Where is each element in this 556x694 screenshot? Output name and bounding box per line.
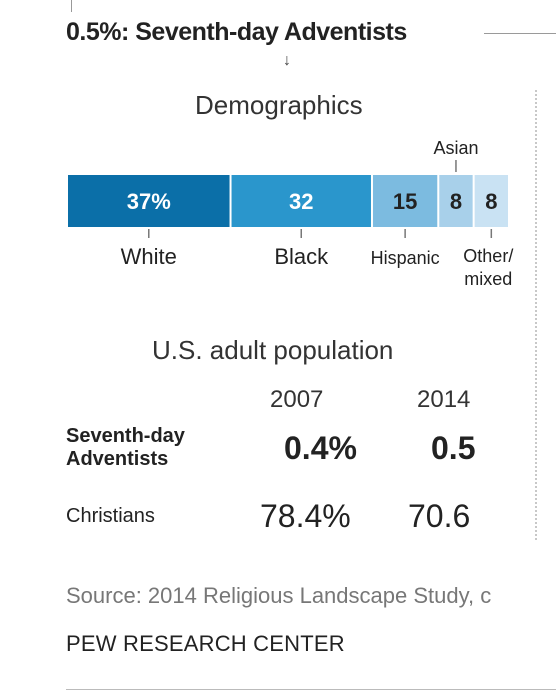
- category-label: Asian: [433, 138, 478, 158]
- top-tick: [71, 0, 72, 12]
- chart-header-title: 0.5%: Seventh-day Adventists: [66, 18, 407, 46]
- year-2014-header: 2014: [417, 386, 471, 413]
- bottom-rule: [66, 689, 556, 690]
- demographics-title: Demographics: [195, 90, 363, 120]
- bar-segment-black: [231, 175, 371, 227]
- bar-value-label: 15: [393, 189, 417, 214]
- org-name: PEW RESEARCH CENTER: [66, 631, 345, 656]
- bar-value-label: 8: [450, 189, 462, 214]
- category-label: Hispanic: [371, 248, 440, 268]
- bar-segment-other-mixed: [474, 175, 508, 227]
- category-label: Black: [274, 244, 329, 269]
- category-label: mixed: [464, 269, 512, 289]
- down-arrow-icon: ↓: [283, 52, 291, 69]
- bar-value-label: 32: [289, 189, 313, 214]
- christians-2014-value: 70.6: [408, 498, 471, 534]
- category-label: White: [121, 244, 177, 269]
- divider: [535, 90, 537, 540]
- category-label: Other/: [463, 246, 513, 266]
- demographics-stacked-bar-chart: 37% 32 15 8 8 White Black Hispanic Asian Other/m…: [68, 138, 513, 289]
- population-title: U.S. adult population: [152, 335, 394, 365]
- year-2007-header: 2007: [270, 386, 324, 413]
- row-label-line1: Seventh-day: [66, 425, 185, 447]
- bar-value-label: 37%: [127, 189, 171, 214]
- header-rule: [484, 33, 556, 34]
- bar-segment-asian: [439, 175, 473, 227]
- row-label-adventists: Seventh-day Adventists: [66, 425, 185, 471]
- adventists-2007-value: 0.4%: [284, 430, 357, 466]
- christians-2007-value: 78.4%: [260, 498, 351, 534]
- row-label-line2: Adventists: [66, 448, 169, 470]
- bar-segment-white: [68, 175, 230, 227]
- bar-segment-hispanic: [372, 175, 438, 227]
- adventists-2014-value: 0.5: [431, 430, 476, 466]
- row-label-christians: Christians: [66, 505, 155, 527]
- source-note: Source: 2014 Religious Landscape Study, …: [66, 583, 492, 608]
- bar-value-label: 8: [485, 189, 497, 214]
